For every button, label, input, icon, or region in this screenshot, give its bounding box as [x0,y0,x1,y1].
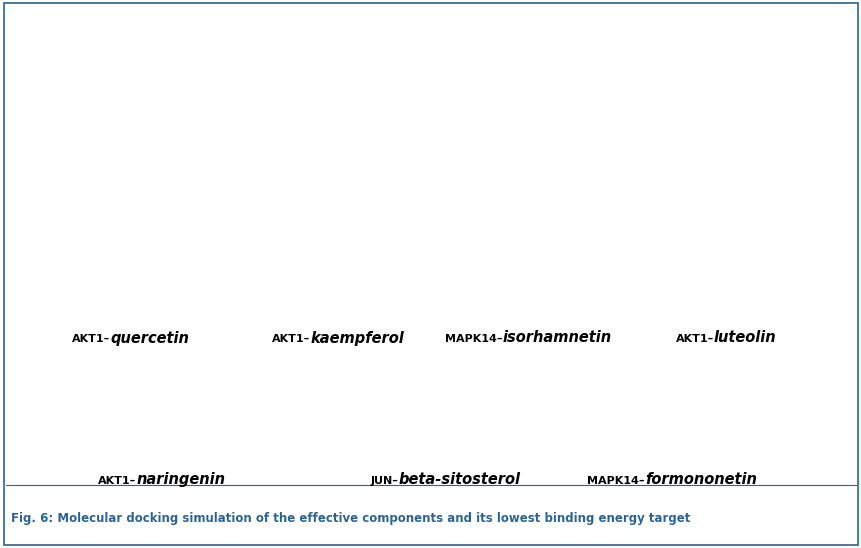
Text: formononetin: formononetin [644,472,756,487]
Text: MAPK14–: MAPK14– [444,334,502,345]
Text: MAPK14–: MAPK14– [586,476,644,486]
FancyBboxPatch shape [293,342,517,474]
Text: isorhamnetin: isorhamnetin [502,330,611,345]
Text: Fig. 6: Molecular docking simulation of the effective components and its lowest : Fig. 6: Molecular docking simulation of … [11,512,690,525]
Text: JUN–: JUN– [370,476,398,486]
FancyBboxPatch shape [422,11,624,329]
Text: AKT1–: AKT1– [272,334,310,345]
FancyBboxPatch shape [9,11,211,329]
FancyBboxPatch shape [517,342,852,474]
FancyBboxPatch shape [629,11,852,329]
FancyBboxPatch shape [9,342,293,474]
Text: naringenin: naringenin [136,472,225,487]
Text: beta-sitosterol: beta-sitosterol [398,472,520,487]
Text: AKT1–: AKT1– [72,334,110,345]
Text: luteolin: luteolin [713,330,776,345]
Text: kaempferol: kaempferol [310,330,404,345]
Text: quercetin: quercetin [110,330,189,345]
FancyBboxPatch shape [220,11,418,329]
Text: AKT1–: AKT1– [675,334,713,345]
Text: AKT1–: AKT1– [98,476,136,486]
